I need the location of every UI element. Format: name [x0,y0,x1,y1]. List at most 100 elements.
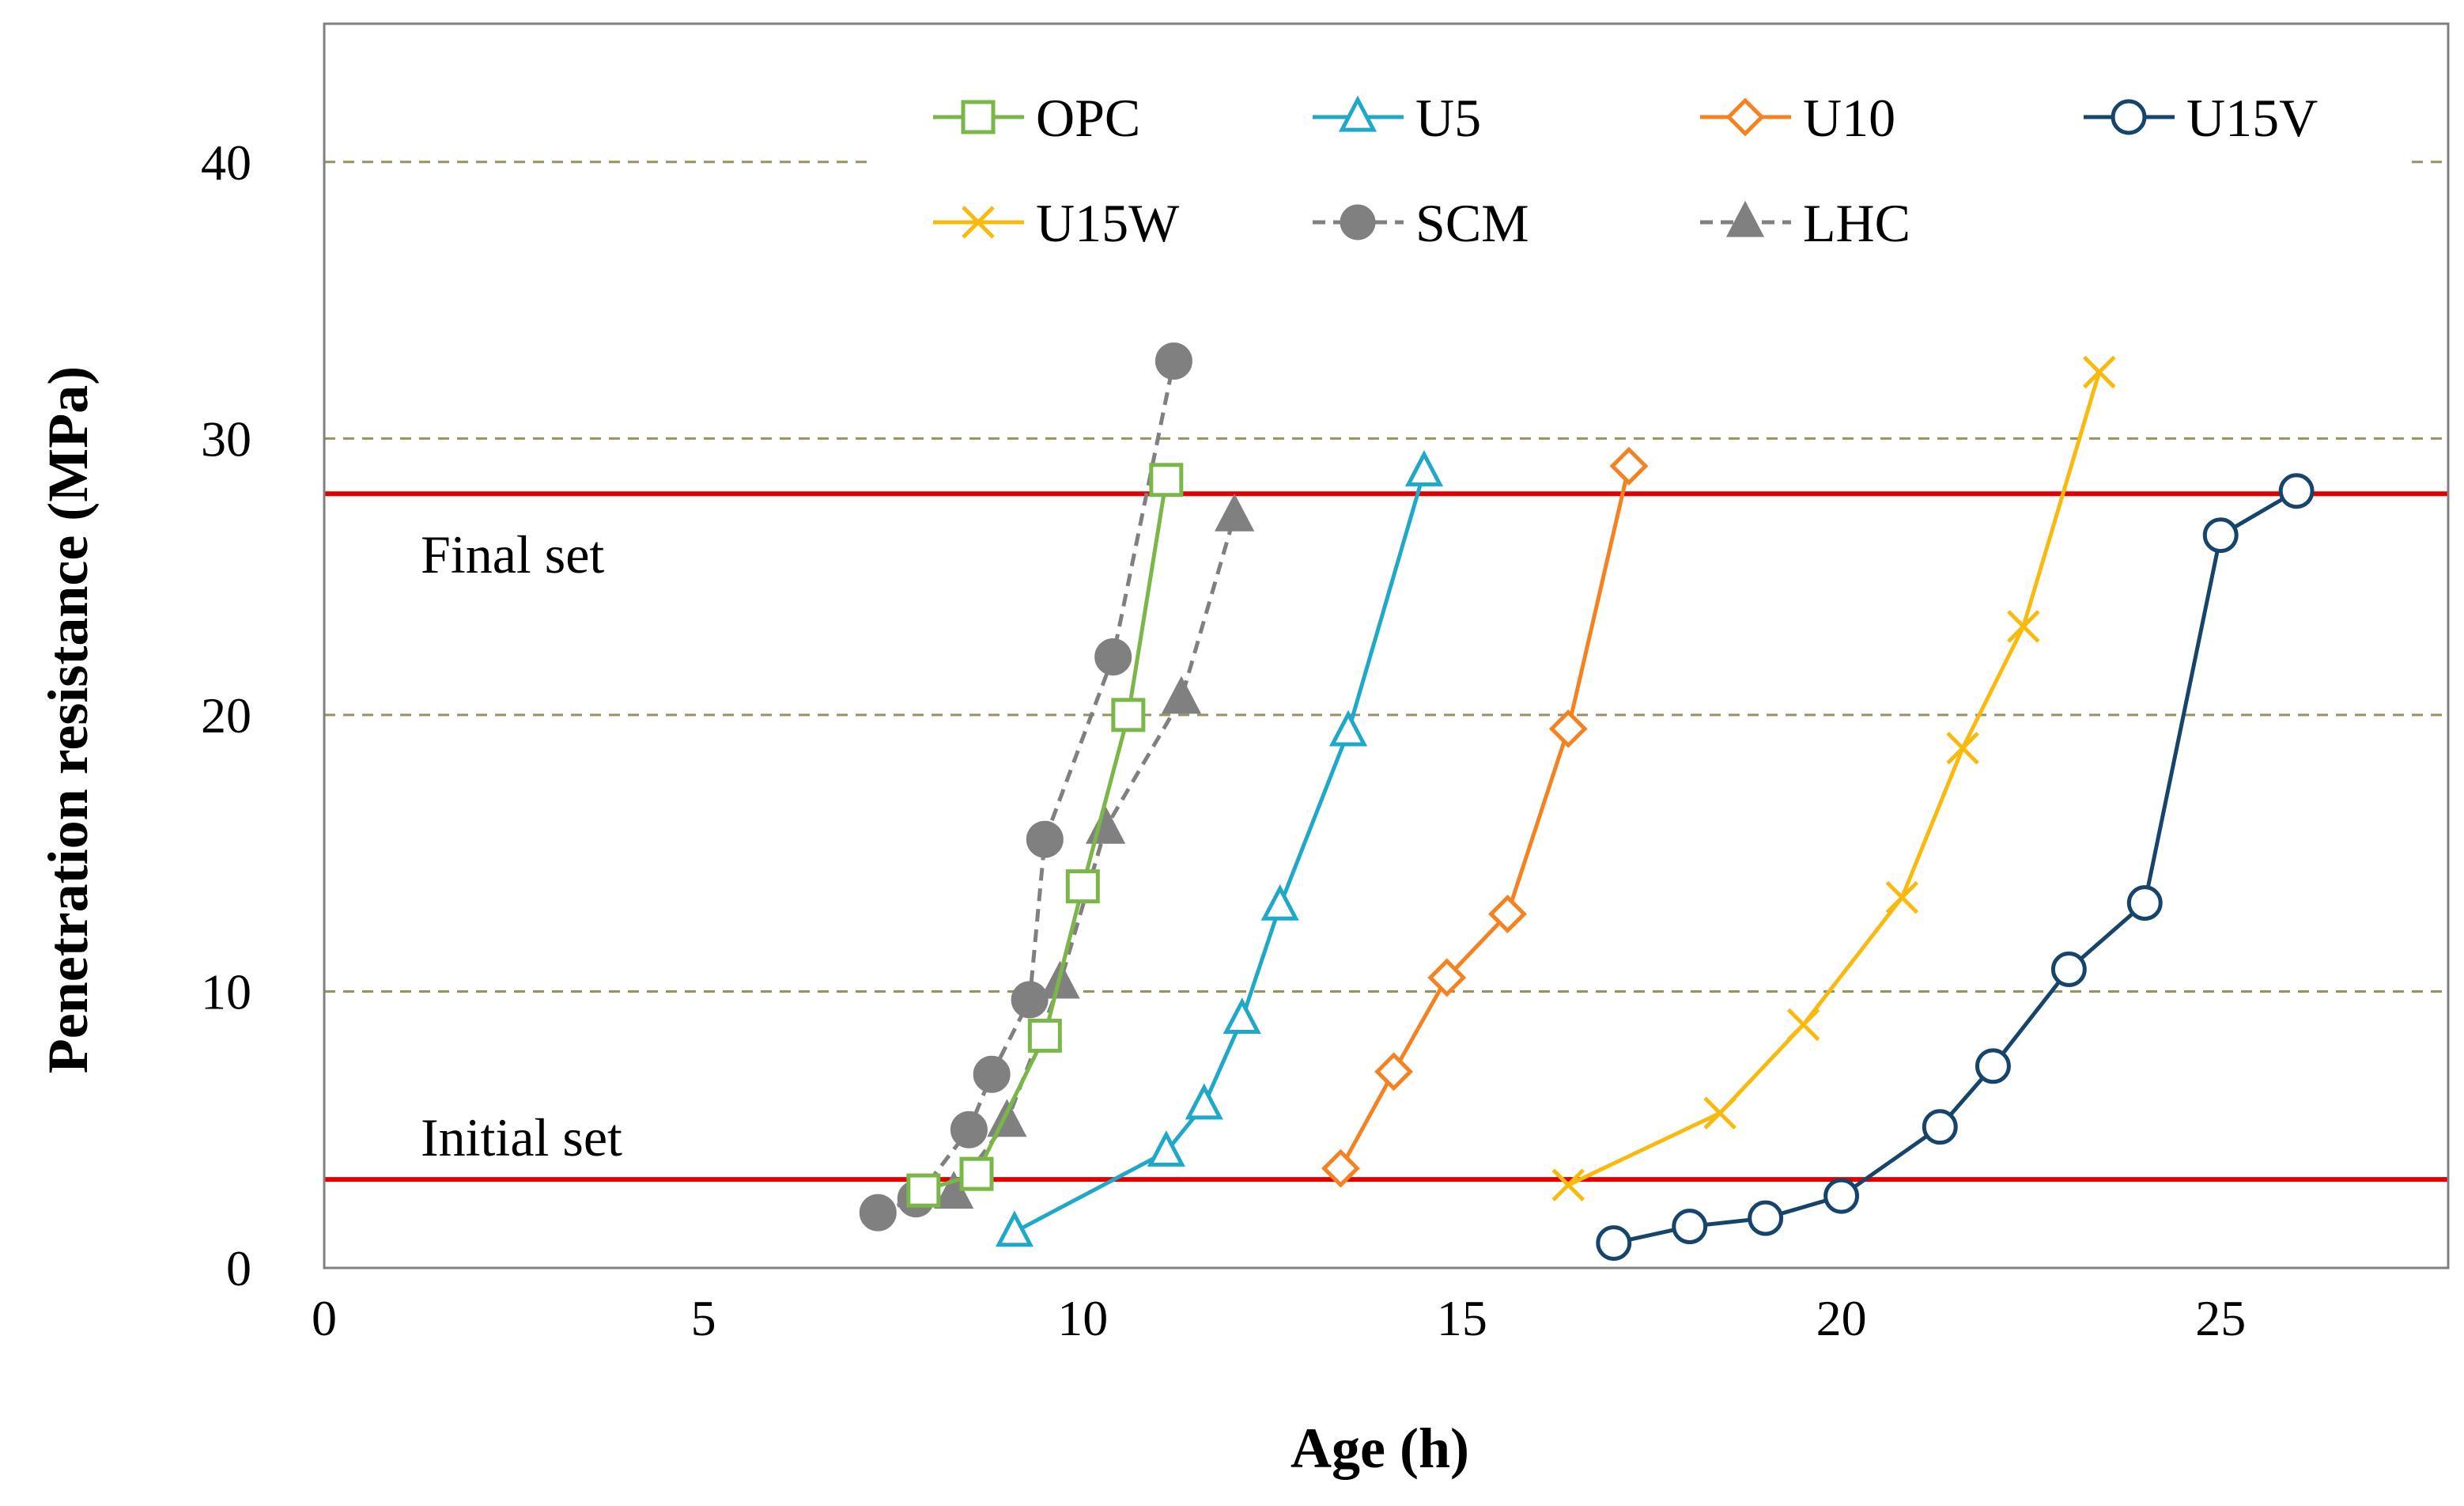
annotation-initial-set: Initial set [421,1107,622,1167]
y-axis-title: Penetration resistance (MPa) [36,366,100,1073]
point-u10-4 [1548,709,1588,748]
point-lhc-5 [1215,493,1255,532]
point-scm-0 [859,1194,897,1232]
x-tick-label-5: 5 [691,1290,716,1346]
point-opc-0 [906,1173,941,1208]
series-opc [906,463,1184,1208]
point-opc-3 [1065,869,1100,904]
annotation-final-set: Final set [421,524,604,585]
point-u5-1 [1147,1130,1185,1167]
x-axis-title: Age (h) [1291,1417,1469,1480]
point-scm-3 [973,1055,1011,1093]
legend-marker-scm [1340,204,1376,240]
y-tick-label-0: 0 [226,1240,251,1296]
x-tick-label-10: 10 [1057,1290,1108,1346]
point-u15v-4 [1922,1109,1958,1145]
series-u5 [995,450,1444,1247]
legend-background [874,73,2412,277]
legend-item-u15w: U15W [933,193,1180,253]
y-tick-label-40: 40 [201,134,251,191]
point-opc-4 [1111,698,1146,732]
point-u15v-9 [2278,473,2315,509]
series-u15v [1596,473,2315,1261]
series-line-lhc [952,515,1237,1195]
point-opc-1 [959,1156,994,1191]
point-lhc-4 [1161,675,1202,714]
annotations: Final set Initial set [421,524,622,1167]
legend-label-opc: OPC [1036,88,1140,148]
series-u15w [1551,355,2116,1201]
legend-box [874,73,2412,277]
legend-item-scm: SCM [1313,193,1529,253]
legend-item-u5: U5 [1313,88,1481,148]
point-u15w-0 [1551,1168,1585,1201]
point-u15w-3 [1885,880,1919,914]
point-u5-6 [1404,450,1444,486]
point-u15w-6 [2082,355,2116,389]
point-u10-3 [1488,895,1527,934]
series-line-u10 [1339,465,1631,1170]
legend-marker-u15v [2111,99,2147,135]
point-u15v-0 [1596,1225,1632,1261]
legend-item-u10: U10 [1700,88,1895,148]
series-u10 [1321,446,1649,1188]
point-scm-7 [1155,342,1192,380]
point-scm-4 [1011,981,1049,1019]
point-u15v-6 [2050,952,2087,987]
point-scm-6 [1094,638,1132,675]
point-u15w-1 [1703,1096,1737,1130]
x-tick-label-25: 25 [2195,1290,2246,1346]
series-line-u15v [1613,489,2298,1245]
legend-marker-u5 [1338,95,1377,132]
point-u10-0 [1321,1148,1360,1188]
data-series [859,342,2315,1261]
legend-item-opc: OPC [933,88,1140,148]
point-opc-2 [1027,1018,1062,1053]
point-u5-5 [1328,709,1368,747]
x-tick-label-20: 20 [1816,1290,1867,1346]
point-u15v-1 [1672,1209,1708,1245]
point-scm-2 [950,1111,988,1148]
point-u5-3 [1223,997,1261,1035]
point-u15w-4 [1946,732,1979,765]
point-u15w-5 [2007,610,2040,643]
point-u5-0 [995,1210,1034,1247]
legend-marker-opc [961,100,996,134]
point-u15v-3 [1823,1178,1860,1214]
point-u10-5 [1609,446,1649,486]
reference-lines [324,491,2448,1182]
y-tick-label-10: 10 [201,963,251,1020]
point-u5-4 [1260,884,1299,921]
legend-label-u15w: U15W [1036,193,1180,253]
x-axis-ticks: 0 5 10 15 20 25 [312,1290,2246,1346]
x-tick-label-0: 0 [312,1290,337,1346]
point-u15v-8 [2202,517,2239,554]
point-opc-5 [1149,463,1184,498]
legend-marker-u15w [962,206,995,239]
legend-label-u15v: U15V [2186,88,2318,148]
point-u15v-7 [2126,885,2163,921]
point-u5-2 [1185,1083,1223,1120]
x-tick-label-15: 15 [1437,1290,1487,1346]
y-axis-ticks: 0 10 20 30 40 [201,134,251,1296]
point-u10-1 [1374,1052,1414,1092]
legend-marker-u10 [1725,97,1765,137]
legend-item-u15v: U15V [2084,88,2318,148]
point-u15v-2 [1748,1200,1784,1236]
legend: OPC U5 U10 U15V U15W SCM LHC [933,88,2318,253]
point-u10-2 [1427,958,1467,997]
point-scm-5 [1026,820,1064,858]
point-u15v-5 [1975,1048,2011,1084]
legend-label-u5: U5 [1415,88,1481,148]
y-tick-label-30: 30 [201,411,251,467]
legend-marker-lhc [1725,200,1765,237]
legend-label-scm: SCM [1415,193,1529,253]
point-u15w-2 [1786,1008,1820,1042]
y-tick-label-20: 20 [201,687,251,744]
legend-label-u10: U10 [1803,88,1895,148]
series-line-scm [877,360,1176,1215]
plot-area-frame [323,22,2450,1270]
legend-label-lhc: LHC [1803,193,1910,253]
